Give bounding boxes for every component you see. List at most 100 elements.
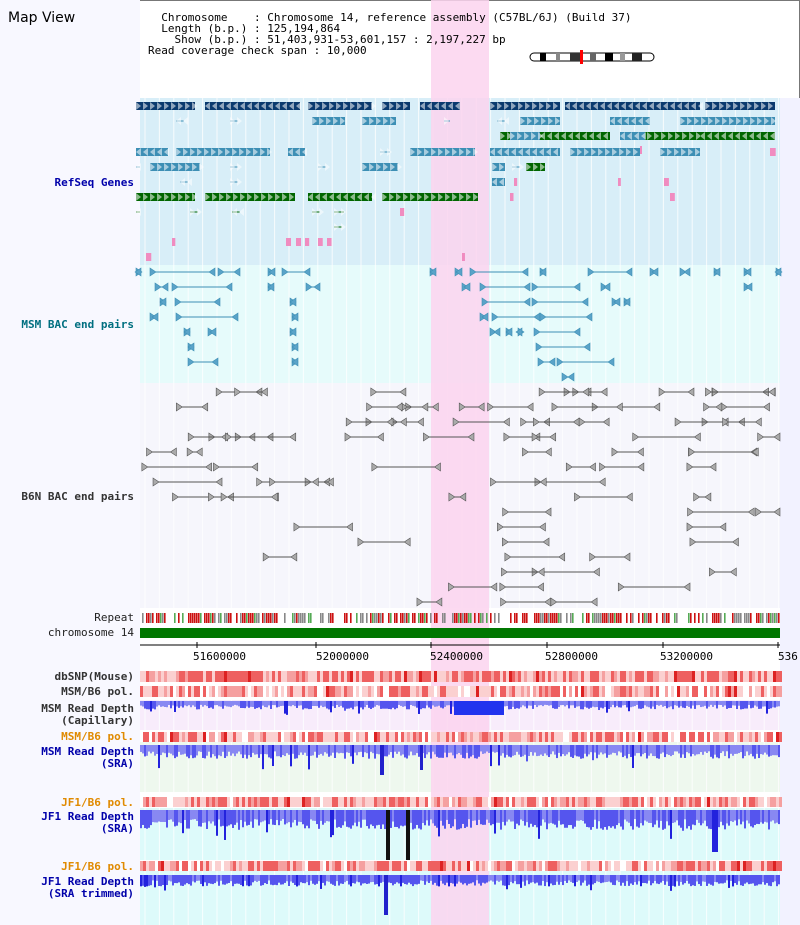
bac-end-marker <box>522 447 529 457</box>
depth-bar <box>228 875 230 883</box>
track-label-jf1-b6-pol[interactable]: JF1/B6 pol. <box>61 796 134 809</box>
heat-cell <box>569 686 572 697</box>
repeat-mark <box>596 613 598 623</box>
depth-bar <box>278 745 280 757</box>
heat-cell <box>431 686 434 697</box>
heat-cell <box>776 671 779 682</box>
heat-cell <box>212 686 215 697</box>
track-label-msm-bac[interactable]: MSM BAC end pairs <box>21 318 134 331</box>
heat-cell <box>542 797 545 807</box>
depth-spike <box>454 701 504 715</box>
heat-cell <box>746 671 749 682</box>
track-label-msm-b6-pol-2[interactable]: MSM/B6 pol. <box>61 730 134 743</box>
gene-arrow <box>178 193 183 201</box>
depth-bar <box>610 701 612 708</box>
depth-bar <box>762 701 764 707</box>
depth-bar <box>174 875 176 884</box>
bac-end-marker <box>186 447 194 457</box>
depth-bar <box>766 745 768 755</box>
heat-cell <box>395 861 398 871</box>
depth-bar <box>270 810 272 820</box>
heat-cell <box>395 732 398 742</box>
track-label-repeat[interactable]: Repeat <box>94 611 134 624</box>
depth-bar <box>630 875 632 884</box>
track-label-dbsnp[interactable]: dbSNP(Mouse) <box>54 670 134 683</box>
heat-cell <box>218 797 221 807</box>
bac-end-marker <box>416 597 424 607</box>
depth-bar <box>214 701 216 706</box>
depth-bar <box>776 875 778 887</box>
heat-cell <box>287 671 290 682</box>
depth-bar <box>758 875 760 885</box>
depth-bar <box>186 745 188 757</box>
depth-bar <box>450 810 452 829</box>
depth-bar <box>256 745 258 755</box>
heat-cell <box>596 861 599 871</box>
heat-cell <box>485 861 488 871</box>
bac-end-marker <box>615 402 623 412</box>
heat-cell <box>440 671 443 682</box>
depth-bar <box>550 810 552 823</box>
depth-bar <box>714 701 716 706</box>
depth-bar <box>660 745 662 754</box>
depth-bar <box>606 701 608 713</box>
track-label-jf1-b6-pol-2[interactable]: JF1/B6 pol. <box>61 860 134 873</box>
heat-cell <box>692 732 695 742</box>
highlight-region <box>431 0 489 925</box>
heat-cell <box>500 732 503 742</box>
depth-bar <box>618 745 620 752</box>
heat-cell <box>653 797 656 807</box>
depth-bar <box>778 875 780 885</box>
depth-bar <box>156 810 158 823</box>
heat-cell <box>677 732 680 742</box>
heat-cell <box>548 861 551 871</box>
depth-bar <box>346 745 348 753</box>
depth-bar <box>206 745 208 756</box>
depth-bar <box>226 810 228 827</box>
heat-cell <box>377 797 380 807</box>
bac-end-marker <box>617 582 625 592</box>
heat-cell <box>530 861 533 871</box>
depth-bar <box>662 701 664 707</box>
depth-bar <box>270 745 272 759</box>
heat-cell <box>209 732 212 742</box>
depth-bar <box>404 745 406 758</box>
depth-bar <box>352 875 354 884</box>
depth-bar <box>582 745 584 759</box>
depth-bar <box>492 810 494 825</box>
depth-bar <box>314 745 316 752</box>
track-label-chromosome[interactable]: chromosome 14 <box>47 626 134 639</box>
track-label-jf1-read-depth-trimmed[interactable]: JF1 Read Depth (SRA trimmed) <box>0 876 134 900</box>
heat-cell <box>638 732 641 742</box>
depth-bar <box>208 701 210 709</box>
depth-bar <box>598 745 600 755</box>
depth-bar <box>306 745 308 756</box>
depth-bar <box>620 745 622 753</box>
gene-arrow <box>268 102 273 110</box>
depth-bar <box>692 701 694 706</box>
repeat-mark <box>482 613 484 623</box>
track-label-msm-read-depth-capillary[interactable]: MSM Read Depth (Capillary) <box>0 703 134 727</box>
track-label-jf1-read-depth-sra[interactable]: JF1 Read Depth (SRA) <box>0 811 134 835</box>
track-label-msm-read-depth-sra[interactable]: MSM Read Depth (SRA) <box>0 746 134 770</box>
depth-bar <box>746 810 748 821</box>
heat-cell <box>347 797 350 807</box>
depth-bar <box>366 875 368 884</box>
heat-cell <box>605 797 608 807</box>
depth-bar <box>664 810 666 829</box>
depth-bar <box>214 875 216 884</box>
track-label-msm-b6-pol[interactable]: MSM/B6 pol. <box>61 685 134 698</box>
depth-bar <box>524 810 526 826</box>
track-label-b6n-bac[interactable]: B6N BAC end pairs <box>21 490 134 503</box>
depth-bar <box>426 875 428 882</box>
gene-arrow <box>726 102 731 110</box>
gene-arrow <box>205 102 210 110</box>
gene-arrow <box>561 132 566 140</box>
heat-cell <box>662 797 665 807</box>
track-label-refseq-genes[interactable]: RefSeq Genes <box>54 176 134 189</box>
depth-bar <box>424 745 426 759</box>
gene-arrow <box>507 132 512 140</box>
show-value: 51,403,931-53,601,157 : 2,197,227 bp <box>267 33 506 46</box>
heat-cell <box>521 861 524 871</box>
